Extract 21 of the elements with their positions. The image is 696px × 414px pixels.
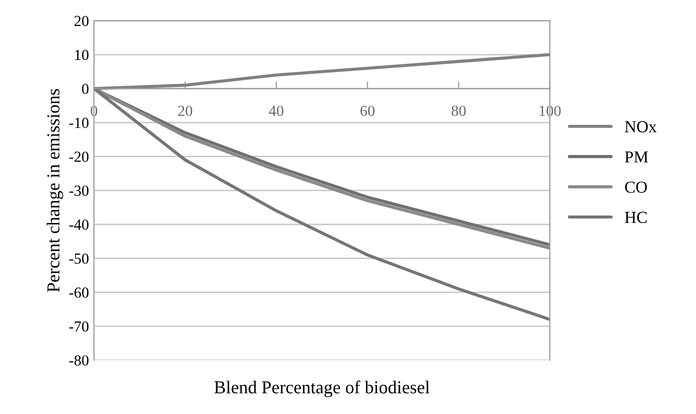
legend-label: HC xyxy=(624,212,647,224)
legend-label: PM xyxy=(624,152,648,162)
y-tick-label: -30 xyxy=(69,186,89,196)
y-tick-label: 0 xyxy=(82,84,89,94)
y-tick-label: -60 xyxy=(69,287,89,298)
y-tick-label: -10 xyxy=(69,118,89,128)
legend-label: CO xyxy=(625,182,647,193)
y-tick-label: -40 xyxy=(69,220,89,230)
y-tick-label: -50 xyxy=(69,253,89,264)
y-tick-label: 20 xyxy=(74,16,89,26)
y-tick-label: -70 xyxy=(69,321,89,332)
x-tick-label: 20 xyxy=(178,106,192,116)
x-tick-label: 40 xyxy=(268,106,284,116)
x-axis-title: Blend Percentage of biodiesel xyxy=(214,380,430,398)
y-tick-label: 10 xyxy=(75,50,89,60)
x-tick-label: 60 xyxy=(360,106,375,116)
y-axis-title: Percent change in emissions xyxy=(46,89,64,292)
y-tick-label: -20 xyxy=(69,152,89,162)
y-tick-label: -80 xyxy=(69,355,89,366)
x-tick-label: 80 xyxy=(452,106,466,116)
legend-label: NOx xyxy=(624,121,657,132)
